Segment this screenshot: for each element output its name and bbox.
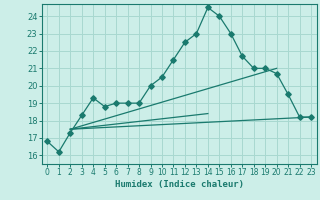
X-axis label: Humidex (Indice chaleur): Humidex (Indice chaleur) (115, 180, 244, 189)
